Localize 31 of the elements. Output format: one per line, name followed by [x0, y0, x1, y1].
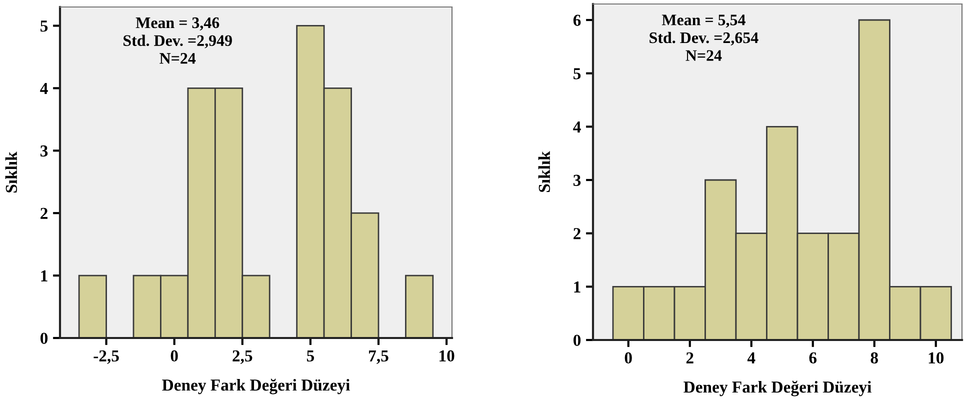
- x-tick-label: 10: [928, 352, 944, 364]
- y-tick-label: 1: [574, 281, 580, 292]
- x-tick-label: 10: [440, 350, 454, 362]
- y-tick-label: 2: [574, 228, 580, 240]
- y-tick-label: 5: [40, 20, 48, 32]
- y-axis-title: Sıklık: [5, 152, 18, 192]
- x-tick-label: 0: [624, 352, 632, 364]
- x-tick-label: 6: [809, 352, 817, 364]
- y-tick-label: 0: [40, 332, 48, 344]
- x-tick-label: 8: [870, 352, 878, 364]
- y-axis-title: Sıklık: [538, 151, 550, 192]
- y-tick-label: 5: [574, 68, 581, 80]
- y-tick-label: 1: [41, 270, 48, 282]
- x-tick-label: 0: [170, 350, 178, 362]
- y-tick-label: 6: [573, 14, 581, 26]
- x-tick-label: 5: [306, 350, 314, 362]
- annotation: Mean = 5,54 Std. Dev. =2,654 N=24: [650, 14, 758, 61]
- x-tick-label: 2,5: [232, 350, 252, 364]
- x-axis-title: Deney Fark Değeri Düzeyi: [162, 378, 350, 394]
- x-tick-label: 4: [747, 352, 756, 364]
- y-tick-label: 3: [573, 174, 581, 186]
- y-tick-label: 3: [40, 145, 48, 157]
- x-tick-label: 7,5: [369, 350, 388, 364]
- y-tick-label: 4: [573, 121, 581, 132]
- y-tick-label: 0: [573, 334, 581, 346]
- y-tick-label: 4: [40, 83, 48, 94]
- annotation: Mean = 3,46 Std. Dev. =2,949 N=24: [124, 17, 232, 64]
- x-tick-label: -2,5: [94, 350, 119, 364]
- x-tick-label: 2: [686, 352, 694, 364]
- x-axis-title: Deney Fark Değeri Düzeyi: [684, 380, 872, 396]
- y-tick-label: 2: [40, 208, 48, 219]
